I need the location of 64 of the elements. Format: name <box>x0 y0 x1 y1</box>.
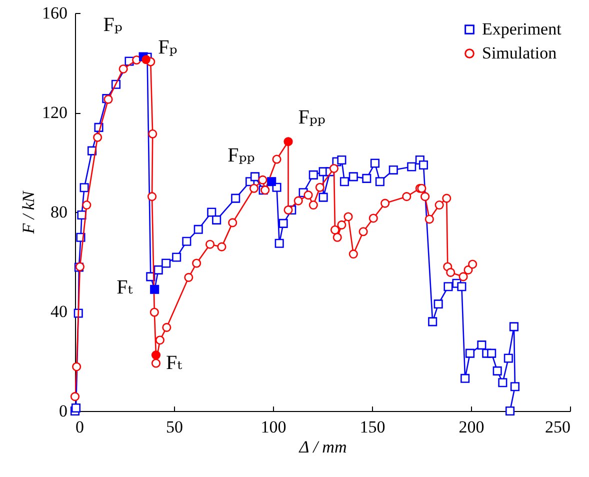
point <box>337 220 346 230</box>
point <box>308 200 318 210</box>
x-tick-label: 100 <box>260 418 286 436</box>
y-tick-label: 80 <box>50 202 68 222</box>
y-tick-label: 0 <box>59 402 68 420</box>
point <box>72 362 82 372</box>
x-axis-title: Δ / mm <box>298 438 347 456</box>
annotation: Fₜ <box>116 276 133 298</box>
point <box>464 265 473 274</box>
point <box>192 258 202 268</box>
point <box>420 192 430 202</box>
x-tick-label: 50 <box>166 418 183 436</box>
point <box>358 227 368 236</box>
y-tick-label: 160 <box>42 4 68 22</box>
point <box>150 308 159 317</box>
legend-label: Experiment <box>482 20 562 38</box>
x-tick-label: 200 <box>458 418 484 436</box>
x-tick-label: 0 <box>76 418 84 436</box>
point <box>330 225 340 234</box>
x-tick-label: 150 <box>360 418 386 436</box>
annotation: Fₚₚ <box>228 144 255 167</box>
point <box>272 154 282 164</box>
point <box>228 218 238 228</box>
point <box>162 322 172 332</box>
point <box>82 200 92 210</box>
point <box>458 272 468 282</box>
annotation: Fₚ <box>103 14 122 36</box>
point <box>402 192 412 202</box>
point <box>434 200 444 210</box>
y-tick-label: 40 <box>50 302 68 321</box>
point <box>294 196 303 206</box>
point <box>332 232 342 242</box>
annotation: Fₜ <box>166 352 182 374</box>
point <box>368 214 378 223</box>
point <box>315 182 324 192</box>
point <box>284 205 293 215</box>
x-tick-label: 250 <box>545 418 570 436</box>
point <box>93 132 102 142</box>
point <box>329 164 339 173</box>
legend-label: Simulation <box>482 44 558 62</box>
y-axis-title: F / kN <box>19 190 38 235</box>
point <box>151 358 161 368</box>
point <box>184 272 194 282</box>
point <box>132 56 142 65</box>
point <box>348 250 358 259</box>
point <box>249 184 259 193</box>
point <box>258 175 268 184</box>
point <box>442 194 452 203</box>
annotation: Fₚₚ <box>298 106 326 129</box>
point <box>206 240 215 249</box>
point <box>304 190 313 200</box>
point <box>70 392 80 402</box>
point <box>148 192 157 202</box>
point <box>217 242 226 252</box>
point <box>446 268 456 277</box>
point <box>148 129 158 138</box>
point <box>118 64 128 74</box>
point <box>380 198 390 208</box>
point <box>424 214 434 224</box>
point <box>155 336 164 345</box>
point <box>468 260 478 269</box>
annotation: Fₚ <box>158 36 178 59</box>
point <box>344 212 353 222</box>
y-tick-label: 120 <box>42 103 68 122</box>
